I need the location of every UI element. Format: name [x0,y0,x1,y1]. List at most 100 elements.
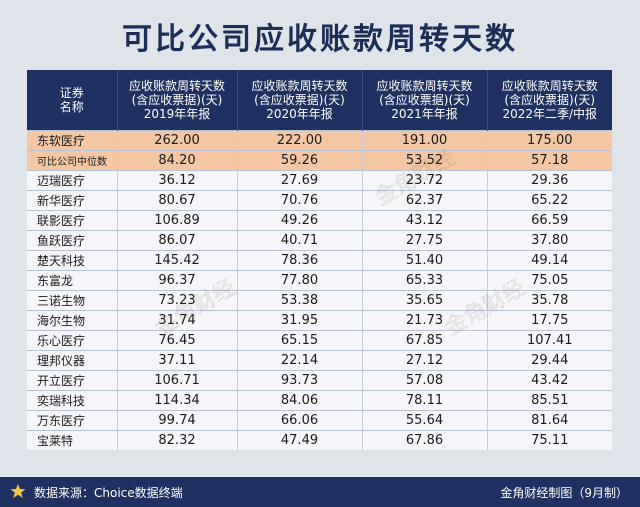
row-name-cell: 新华医疗 [27,190,117,211]
row-name-cell: 海尔生物 [27,310,117,331]
value-cell: 65.33 [361,270,487,291]
table-row: 开立医疗 106.71 93.73 57.08 43.42 [27,370,612,391]
column-header: 证券 名称 [27,70,117,131]
value-cell: 99.74 [116,410,237,431]
value-cell: 57.08 [361,370,487,391]
value-cell: 57.18 [486,150,612,171]
page-title: 可比公司应收账款周转天数 [122,22,518,57]
column-header: 应收账款周转天数 (含应收票据)(天) 2021年年报 [361,70,487,131]
column-header: 应收账款周转天数 (含应收票据)(天) 2020年年报 [236,70,362,131]
value-cell: 106.71 [116,370,237,391]
value-cell: 86.07 [116,230,237,251]
value-cell: 66.59 [486,210,612,231]
value-cell: 67.86 [361,430,487,450]
row-name-cell: 三诺生物 [27,290,117,311]
table-row: 乐心医疗 76.45 65.15 67.85 107.41 [27,330,612,351]
credit-text: 金角财经制图（9月制） [500,486,628,500]
table-row: 联影医疗 106.89 49.26 43.12 66.59 [27,210,612,231]
row-name-cell: 奕瑞科技 [27,390,117,411]
value-cell: 31.95 [236,310,362,331]
value-cell: 37.80 [486,230,612,251]
star-icon [10,484,26,498]
value-cell: 21.73 [361,310,487,331]
row-name-cell: 迈瑞医疗 [27,170,117,191]
row-name-cell: 宝莱特 [27,430,117,450]
value-cell: 49.26 [236,210,362,231]
value-cell: 17.75 [486,310,612,331]
table-body: 东软医疗 262.00 222.00 191.00 175.00 可比公司中位数 84.20… [27,130,612,450]
value-cell: 35.78 [486,290,612,311]
row-name-cell: 东软医疗 [27,130,117,151]
row-name-cell: 开立医疗 [27,370,117,391]
value-cell: 27.12 [361,350,487,371]
value-cell: 78.11 [361,390,487,411]
row-name-cell: 万东医疗 [27,410,117,431]
value-cell: 222.00 [236,130,362,151]
table-row: 海尔生物 31.74 31.95 21.73 17.75 [27,310,612,331]
value-cell: 145.42 [116,250,237,271]
row-name-cell: 联影医疗 [27,210,117,231]
value-cell: 80.67 [116,190,237,211]
value-cell: 77.80 [236,270,362,291]
table-row: 可比公司中位数 84.20 59.26 53.52 57.18 [27,150,612,171]
value-cell: 59.26 [236,150,362,171]
value-cell: 62.37 [361,190,487,211]
value-cell: 67.85 [361,330,487,351]
row-name-cell: 东富龙 [27,270,117,291]
value-cell: 81.64 [486,410,612,431]
value-cell: 75.11 [486,430,612,450]
value-cell: 114.34 [116,390,237,411]
value-cell: 37.11 [116,350,237,371]
table-row: 奕瑞科技 114.34 84.06 78.11 85.51 [27,390,612,411]
value-cell: 40.71 [236,230,362,251]
value-cell: 29.36 [486,170,612,191]
value-cell: 106.89 [116,210,237,231]
value-cell: 22.14 [236,350,362,371]
table-header-row: 证券 名称 应收账款周转天数 (含应收票据)(天) 2019年年报 应收账款周转天数 (含应… [27,70,612,131]
table-row: 理邦仪器 37.11 22.14 27.12 29.44 [27,350,612,371]
table-row: 新华医疗 80.67 70.76 62.37 65.22 [27,190,612,211]
value-cell: 43.12 [361,210,487,231]
table-row: 宝莱特 82.32 47.49 67.86 75.11 [27,430,612,450]
row-name-cell: 乐心医疗 [27,330,117,351]
table-row: 鱼跃医疗 86.07 40.71 27.75 37.80 [27,230,612,251]
value-cell: 43.42 [486,370,612,391]
value-cell: 27.69 [236,170,362,191]
value-cell: 27.75 [361,230,487,251]
column-header: 应收账款周转天数 (含应收票据)(天) 2022年二季/中报 [486,70,612,131]
value-cell: 107.41 [486,330,612,351]
value-cell: 84.06 [236,390,362,411]
value-cell: 78.36 [236,250,362,271]
value-cell: 51.40 [361,250,487,271]
value-cell: 53.52 [361,150,487,171]
value-cell: 262.00 [116,130,237,151]
value-cell: 55.64 [361,410,487,431]
table-row: 迈瑞医疗 36.12 27.69 23.72 29.36 [27,170,612,191]
value-cell: 175.00 [486,130,612,151]
value-cell: 49.14 [486,250,612,271]
row-name-cell: 可比公司中位数 [27,150,117,171]
value-cell: 23.72 [361,170,487,191]
data-table: 证券 名称 应收账款周转天数 (含应收票据)(天) 2019年年报 应收账款周转天数 (含应… [27,70,612,450]
footer-bar: 数据来源：Choice数据终端 金角财经制图（9月制） [0,477,640,507]
value-cell: 84.20 [116,150,237,171]
value-cell: 53.38 [236,290,362,311]
value-cell: 93.73 [236,370,362,391]
value-cell: 29.44 [486,350,612,371]
value-cell: 70.76 [236,190,362,211]
row-name-cell: 理邦仪器 [27,350,117,371]
value-cell: 47.49 [236,430,362,450]
table-row: 楚天科技 145.42 78.36 51.40 49.14 [27,250,612,271]
value-cell: 65.22 [486,190,612,211]
value-cell: 191.00 [361,130,487,151]
row-name-cell: 楚天科技 [27,250,117,271]
value-cell: 76.45 [116,330,237,351]
value-cell: 75.05 [486,270,612,291]
table-row: 东富龙 96.37 77.80 65.33 75.05 [27,270,612,291]
table-row: 万东医疗 99.74 66.06 55.64 81.64 [27,410,612,431]
value-cell: 85.51 [486,390,612,411]
value-cell: 73.23 [116,290,237,311]
value-cell: 66.06 [236,410,362,431]
value-cell: 35.65 [361,290,487,311]
